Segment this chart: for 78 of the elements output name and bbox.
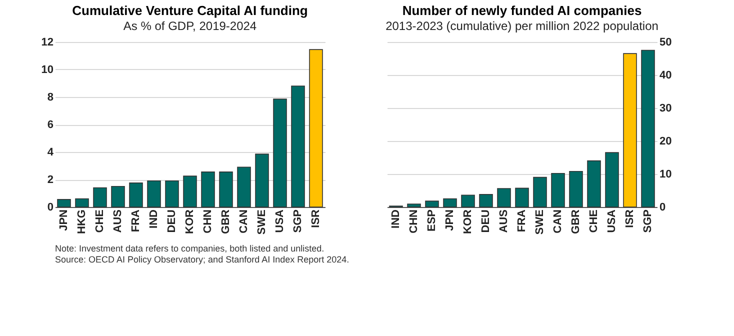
bar [551, 172, 565, 208]
x-tick-label: IND [148, 209, 160, 228]
bar [57, 199, 71, 208]
bar [111, 186, 125, 208]
x-tick-label: SWE [534, 210, 546, 235]
x-tick-label: SGP [642, 210, 654, 233]
bar [93, 187, 107, 208]
bar [201, 172, 215, 208]
x-tick-label: JPN [444, 209, 456, 231]
y-tick-label: 20 [660, 136, 672, 148]
bar [291, 86, 305, 208]
bar [641, 50, 655, 208]
x-tick-label: CHN [202, 209, 214, 234]
y-tick-label: 0 [660, 202, 666, 214]
y-tick-label: 50 [660, 36, 672, 48]
bar [183, 176, 197, 208]
bar [587, 160, 601, 208]
x-tick-label: FRA [516, 209, 528, 232]
text: Note: Investment data refers to companies, both listed and unlisted. [55, 244, 324, 254]
x-tick-label: GBR [220, 209, 232, 234]
bar [605, 152, 619, 208]
x-tick-label: IND [390, 209, 402, 228]
x-tick-label: CHN [408, 209, 420, 234]
bar [75, 198, 89, 208]
x-tick-label: CAN [238, 209, 250, 234]
x-tick-label: CAN [552, 209, 564, 234]
bar [623, 53, 637, 208]
bar [273, 98, 287, 208]
chart-title: Cumulative Venture Capital AI funding [72, 3, 308, 18]
bar [407, 204, 421, 208]
x-tick-label: DEU [480, 209, 492, 233]
y-tick-label: 10 [41, 64, 54, 76]
bar [425, 200, 439, 208]
y-tick-label: 2 [47, 174, 54, 186]
source-note: Source: OECD AI Policy Observatory; and Stanford AI Index Report 2024. [55, 254, 350, 264]
x-tick-label: JPN [58, 209, 70, 231]
bar [255, 154, 269, 208]
y-tick-label: 10 [660, 168, 672, 180]
bar [461, 194, 475, 208]
bar [569, 170, 583, 208]
y-tick-label: 30 [660, 102, 672, 114]
bar [129, 182, 143, 208]
chart-subtitle: 2013-2023 (cumulative) per million 2022 population [386, 19, 658, 33]
y-tick-label: 8 [47, 92, 54, 104]
x-tick-label: CHE [588, 210, 600, 233]
bar [165, 180, 179, 208]
y-tick-label: 0 [47, 202, 54, 214]
y-tick-label: 6 [47, 119, 54, 131]
x-tick-label: KOR [184, 209, 196, 234]
x-tick-label: USA [274, 209, 286, 233]
x-tick-label: CHE [94, 210, 106, 233]
x-tick-label: USA [606, 209, 618, 233]
y-tick-label: 12 [41, 36, 54, 48]
x-tick-label: KOR [462, 209, 474, 234]
x-tick-label: HKG [76, 210, 88, 234]
bar [237, 166, 251, 208]
x-tick-label: DEU [166, 209, 178, 233]
bar [147, 180, 161, 208]
bar [219, 172, 233, 208]
bar [533, 176, 547, 208]
x-tick-label: FRA [130, 209, 142, 232]
chart-subtitle: As % of GDP, 2019-2024 [123, 19, 257, 33]
x-tick-label: SGP [292, 210, 304, 233]
x-tick-label: AUS [498, 210, 510, 233]
x-tick-label: AUS [112, 210, 124, 233]
y-tick-label: 40 [660, 70, 672, 82]
x-tick-label: ISR [624, 209, 636, 228]
x-tick-label: ESP [426, 210, 438, 232]
bar [443, 198, 457, 208]
x-tick-label: ISR [310, 209, 322, 228]
x-tick-label: SWE [256, 210, 268, 235]
bar [309, 49, 323, 208]
x-tick-label: GBR [570, 209, 582, 234]
bar [497, 188, 511, 208]
bar [515, 188, 529, 208]
y-tick-label: 4 [47, 146, 54, 158]
chart-title: Number of newly funded AI companies [402, 3, 642, 18]
bar [479, 194, 493, 208]
